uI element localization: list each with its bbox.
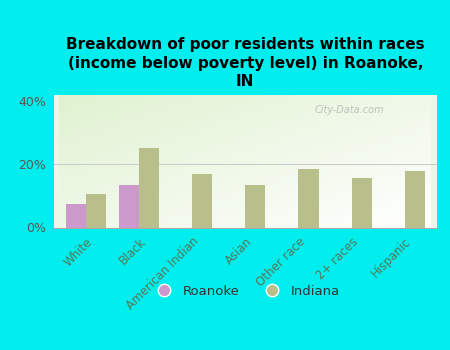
Bar [86, 194, 106, 228]
Bar [66, 204, 86, 228]
Bar [351, 178, 372, 228]
Bar [139, 148, 159, 228]
Bar [245, 185, 266, 228]
Bar [405, 170, 425, 228]
Title: Breakdown of poor residents within races
(income below poverty level) in Roanoke: Breakdown of poor residents within races… [66, 37, 424, 89]
Legend: Roanoke, Indiana: Roanoke, Indiana [145, 280, 345, 303]
Bar [298, 169, 319, 228]
Text: City-Data.com: City-Data.com [314, 105, 384, 116]
Bar [192, 174, 212, 228]
Bar [119, 185, 139, 228]
